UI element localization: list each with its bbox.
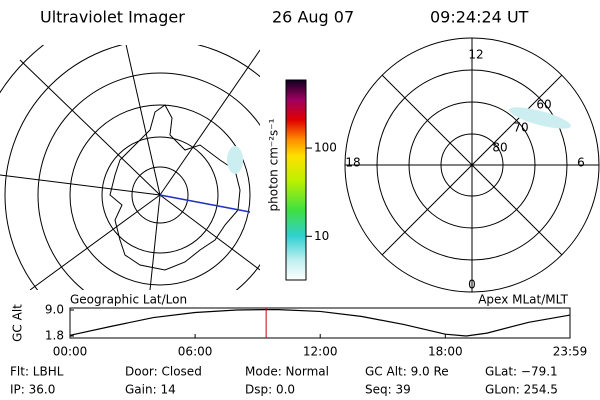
info-field: Dsp: 0.0 [245, 383, 295, 397]
colorbar [285, 79, 307, 281]
mlat-label: 60 [536, 98, 551, 112]
info-field: GC Alt: 9.0 Re [365, 365, 449, 379]
x-tick-label: 23:59 [553, 345, 588, 359]
info-field: Mode: Normal [245, 365, 329, 379]
info-field: GLat: −79.1 [485, 365, 558, 379]
title: Ultraviolet Imager [40, 8, 185, 27]
y-tick-label: 9.0 [45, 303, 64, 317]
y-tick-label: 1.8 [45, 329, 64, 343]
geographic-map [0, 45, 260, 290]
mlt-label: 0 [468, 278, 476, 292]
info-field: Gain: 14 [125, 383, 176, 397]
info-field: Seq: 39 [365, 383, 411, 397]
date: 26 Aug 07 [272, 8, 354, 27]
info-field: Flt: LBHL [10, 365, 64, 379]
x-tick-label: 06:00 [178, 345, 213, 359]
x-tick-label: 12:00 [303, 345, 338, 359]
magnetic-map [344, 37, 600, 293]
x-tick-label: 00:00 [53, 345, 88, 359]
map-label: Geographic Lat/Lon [70, 293, 187, 307]
mlt-label: 12 [468, 48, 483, 62]
info-field: Door: Closed [125, 365, 202, 379]
y-axis-label: GC Alt [11, 304, 25, 342]
info-field: GLon: 254.5 [485, 383, 558, 397]
info-field: IP: 36.0 [10, 383, 55, 397]
mlat-label: 70 [513, 121, 528, 135]
mlt-label: 6 [577, 156, 585, 170]
map-label: Apex MLat/MLT [478, 293, 568, 307]
colorbar-tick-label: 10 [314, 229, 329, 243]
colorbar-label: photon cm⁻²s⁻¹ [267, 118, 281, 211]
time: 09:24:24 UT [430, 8, 529, 27]
mlat-label: 80 [492, 141, 507, 155]
x-tick-label: 18:00 [428, 345, 463, 359]
altitude-line [69, 309, 571, 337]
plot-frame [69, 307, 571, 339]
mlt-label: 18 [345, 156, 360, 170]
colorbar-tick-label: 100 [314, 141, 337, 155]
